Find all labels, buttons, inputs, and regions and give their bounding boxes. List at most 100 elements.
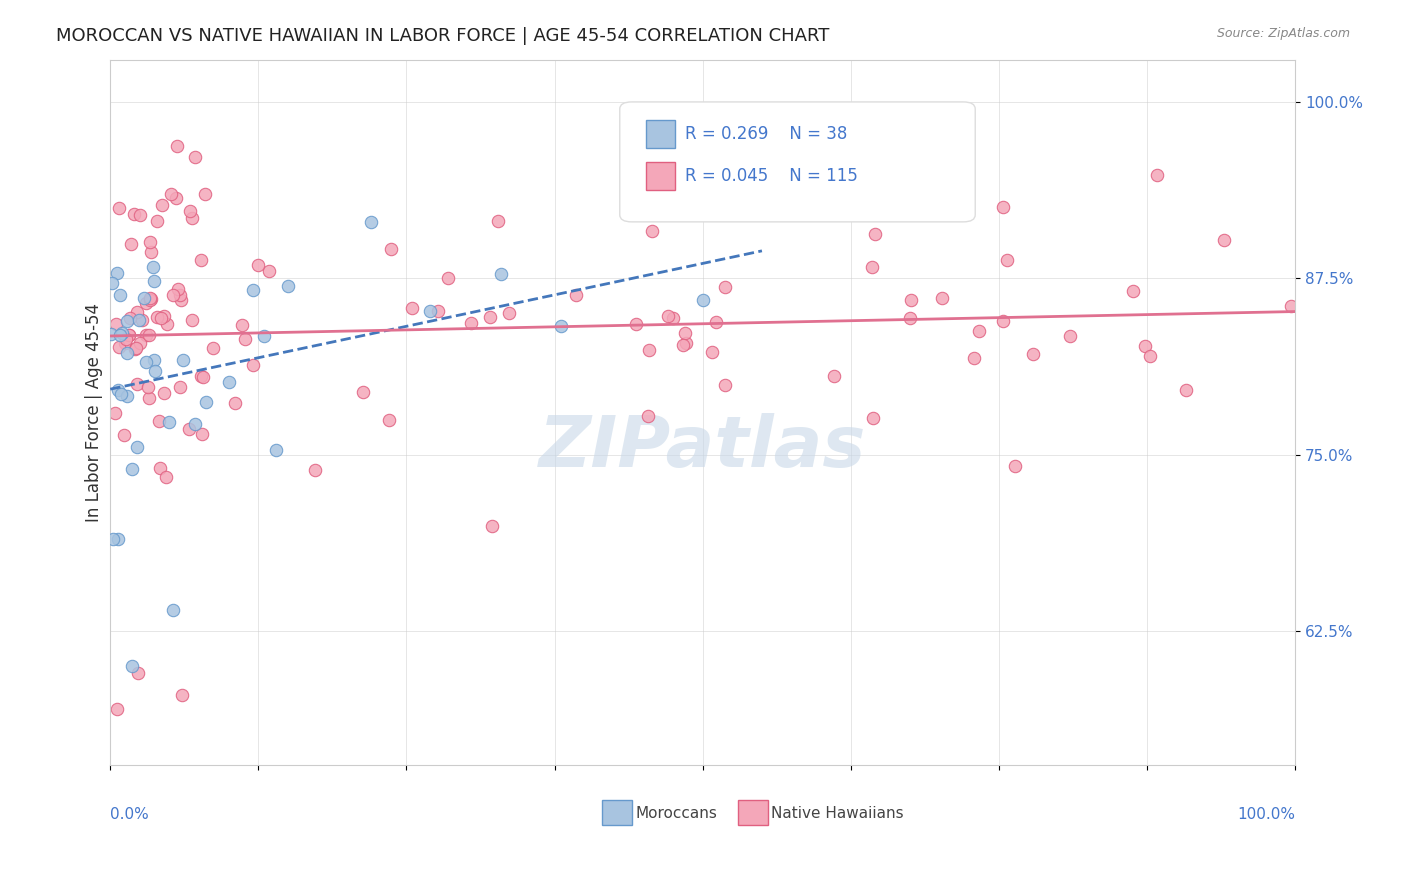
Point — [139, 244, 162, 259]
Point — [900, 293, 922, 308]
Point — [150, 310, 173, 325]
Point — [191, 370, 214, 384]
Point — [201, 341, 224, 355]
Point — [117, 328, 139, 343]
Point — [127, 666, 149, 681]
Point — [139, 235, 162, 249]
Point — [184, 150, 207, 164]
Point — [114, 336, 136, 351]
Point — [304, 463, 326, 477]
Point — [107, 533, 129, 547]
Point — [135, 296, 157, 310]
Text: 100.0%: 100.0% — [1237, 807, 1295, 822]
Point — [898, 310, 921, 325]
Point — [107, 383, 129, 397]
Point — [101, 276, 124, 290]
Point — [184, 417, 207, 431]
Point — [479, 310, 502, 325]
Text: Native Hawaiians: Native Hawaiians — [772, 805, 904, 821]
Point — [277, 278, 299, 293]
Point — [170, 688, 193, 702]
Point — [1022, 347, 1045, 361]
Point — [105, 318, 128, 332]
Point — [253, 329, 276, 343]
Point — [638, 343, 661, 357]
Point — [170, 293, 193, 307]
Y-axis label: In Labor Force | Age 45-54: In Labor Force | Age 45-54 — [86, 303, 103, 522]
Point — [564, 287, 586, 301]
Point — [115, 389, 138, 403]
Point — [104, 406, 127, 420]
Point — [380, 242, 402, 256]
Bar — [602, 800, 631, 825]
Point — [180, 211, 202, 226]
Text: Moroccans: Moroccans — [636, 805, 717, 821]
Point — [162, 603, 184, 617]
Point — [967, 325, 990, 339]
Point — [498, 306, 520, 320]
Point — [134, 355, 156, 369]
Point — [138, 293, 160, 307]
Point — [120, 310, 142, 325]
Point — [100, 327, 122, 342]
Point — [1175, 383, 1198, 397]
Point — [1279, 299, 1302, 313]
Point — [352, 384, 374, 399]
Point — [166, 139, 188, 153]
Point — [169, 288, 191, 302]
Point — [138, 391, 160, 405]
Point — [190, 252, 212, 267]
Point — [242, 284, 264, 298]
Text: 0.0%: 0.0% — [110, 807, 149, 822]
Point — [242, 358, 264, 372]
Point — [1133, 339, 1156, 353]
Point — [142, 352, 165, 367]
Point — [191, 426, 214, 441]
Point — [139, 292, 162, 306]
Point — [491, 267, 513, 281]
Point — [166, 282, 188, 296]
Text: R = 0.045    N = 115: R = 0.045 N = 115 — [685, 167, 858, 185]
Point — [121, 461, 143, 475]
Point — [142, 274, 165, 288]
Point — [624, 317, 647, 331]
Point — [127, 305, 149, 319]
Point — [377, 413, 399, 427]
Point — [128, 312, 150, 326]
Point — [115, 314, 138, 328]
Point — [224, 396, 246, 410]
Point — [419, 304, 441, 318]
Point — [673, 326, 696, 340]
Point — [120, 237, 142, 252]
FancyBboxPatch shape — [620, 102, 976, 222]
Point — [218, 375, 240, 389]
Point — [135, 328, 157, 343]
Point — [486, 214, 509, 228]
Point — [117, 346, 139, 360]
Point — [637, 409, 659, 424]
Point — [1139, 349, 1161, 363]
Point — [138, 380, 160, 394]
Point — [122, 207, 145, 221]
Point — [118, 328, 141, 343]
Point — [146, 213, 169, 227]
Point — [108, 201, 131, 215]
Point — [153, 386, 176, 401]
Point — [172, 352, 194, 367]
Point — [259, 264, 281, 278]
Point — [481, 518, 503, 533]
Point — [105, 701, 128, 715]
Point — [101, 533, 124, 547]
Point — [131, 313, 153, 327]
Point — [148, 414, 170, 428]
Point — [108, 340, 131, 354]
Text: ZIPatlas: ZIPatlas — [538, 413, 866, 482]
Text: R = 0.269    N = 38: R = 0.269 N = 38 — [685, 125, 848, 143]
Point — [675, 335, 697, 350]
Point — [862, 410, 884, 425]
Point — [1122, 284, 1144, 298]
Point — [550, 318, 572, 333]
Point — [125, 440, 148, 454]
Point — [1059, 329, 1081, 343]
Point — [165, 191, 187, 205]
